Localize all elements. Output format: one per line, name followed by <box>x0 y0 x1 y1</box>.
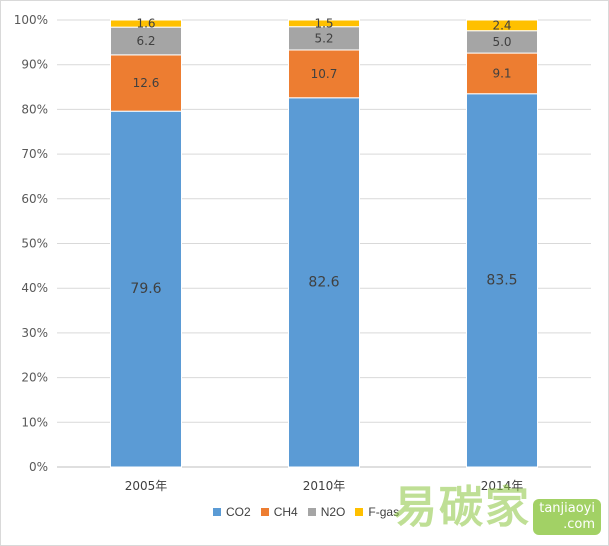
y-tick-label: 100% <box>14 13 48 27</box>
data-label: 12.6 <box>133 76 160 90</box>
bar-segment <box>288 97 360 468</box>
legend-label: CH4 <box>273 505 298 519</box>
y-tick-label: 90% <box>21 58 48 72</box>
data-label: 2.4 <box>492 18 511 32</box>
y-tick-label: 0% <box>29 460 48 474</box>
bar-segment <box>110 110 182 468</box>
watermark-text: 易碳家 <box>393 482 531 533</box>
y-tick-label: 50% <box>21 237 48 251</box>
x-tick-label: 2014年 <box>481 479 524 493</box>
data-label: 5.0 <box>492 35 511 49</box>
data-label: 1.5 <box>314 16 333 30</box>
bar-segment <box>466 93 538 468</box>
y-tick-label: 40% <box>21 281 48 295</box>
data-label: 10.7 <box>311 67 338 81</box>
y-tick-label: 30% <box>21 326 48 340</box>
watermark-badge-line2: .com <box>563 517 595 532</box>
bar-segment <box>110 26 182 56</box>
y-tick-label: 60% <box>21 192 48 206</box>
legend-item: N2O <box>307 505 346 519</box>
data-label: 79.6 <box>130 281 161 297</box>
x-tick-label: 2010年 <box>303 479 346 493</box>
bar-segment <box>288 19 360 28</box>
watermark-badge: tanjiaoyi .com <box>533 499 601 535</box>
legend-item: F-gas <box>355 505 399 519</box>
y-tick-label: 20% <box>21 371 48 385</box>
bar-segment <box>288 49 360 99</box>
data-label: 83.5 <box>486 272 517 288</box>
bar-segment <box>466 52 538 95</box>
data-label: 5.2 <box>314 31 333 45</box>
legend-swatch <box>213 508 221 516</box>
legend-swatch <box>260 508 269 516</box>
legend-label: F-gas <box>368 505 400 519</box>
chart-legend: CO2 CH4 N2O F-gas <box>213 505 399 519</box>
legend-label: N2O <box>320 505 346 519</box>
bar-segment <box>110 54 182 112</box>
y-tick-label: 80% <box>21 102 48 116</box>
data-label: 6.2 <box>136 34 155 48</box>
legend-swatch <box>355 508 364 516</box>
x-tick-label: 2005年 <box>125 479 168 493</box>
y-tick-label: 10% <box>21 415 48 429</box>
watermark-badge-line1: tanjiaoyi <box>539 501 595 516</box>
legend-item: CO2 <box>213 505 251 519</box>
data-label: 1.6 <box>136 17 155 31</box>
legend-swatch <box>307 508 316 516</box>
data-label: 82.6 <box>308 274 339 290</box>
bar-segment <box>110 19 182 28</box>
data-label: 9.1 <box>492 66 511 80</box>
legend-label: CO2 <box>226 505 251 519</box>
bar-segment <box>466 19 538 32</box>
stacked-bar-chart: 0% 10% 20% 30% 40% 50% 60% 70% 80% 90% 100% 79.6 12.… <box>14 13 591 493</box>
legend-item: CH4 <box>260 505 298 519</box>
site-watermark: 易碳家 tanjiaoyi .com <box>393 471 605 541</box>
y-tick-label: 70% <box>21 147 48 161</box>
